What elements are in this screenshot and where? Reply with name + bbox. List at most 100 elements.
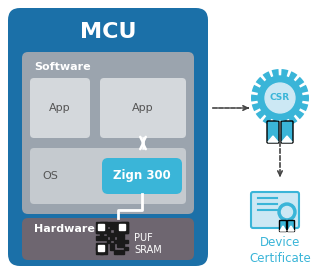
FancyBboxPatch shape	[22, 52, 194, 214]
FancyBboxPatch shape	[30, 78, 90, 138]
Bar	[120, 229, 124, 233]
Wedge shape	[299, 103, 308, 111]
Bar	[103, 222, 107, 226]
Wedge shape	[263, 115, 272, 125]
Polygon shape	[268, 136, 278, 142]
Wedge shape	[288, 115, 297, 125]
Bar	[117, 222, 127, 233]
Bar	[120, 226, 124, 229]
Bar	[119, 224, 125, 230]
Bar	[98, 246, 104, 251]
Bar	[120, 236, 124, 239]
Text: OS: OS	[42, 171, 58, 181]
Text: MCU: MCU	[80, 22, 136, 42]
Bar	[120, 233, 124, 236]
Text: Software: Software	[34, 62, 91, 72]
Wedge shape	[301, 95, 309, 102]
Bar	[100, 250, 103, 253]
Bar	[107, 229, 110, 233]
Bar	[110, 233, 114, 236]
Wedge shape	[288, 71, 297, 81]
Bar	[107, 222, 110, 226]
FancyBboxPatch shape	[280, 221, 286, 232]
Bar	[110, 243, 114, 247]
Bar	[114, 222, 117, 226]
FancyBboxPatch shape	[100, 78, 186, 138]
Polygon shape	[282, 136, 292, 142]
Bar	[117, 236, 120, 239]
Circle shape	[281, 207, 292, 218]
Bar	[114, 250, 117, 253]
FancyBboxPatch shape	[251, 192, 299, 228]
Bar	[120, 239, 124, 243]
Wedge shape	[294, 77, 304, 87]
Wedge shape	[299, 85, 308, 93]
Bar	[110, 247, 114, 250]
Bar	[114, 233, 117, 236]
Circle shape	[265, 83, 295, 113]
Bar	[98, 224, 104, 230]
Polygon shape	[280, 226, 286, 231]
Text: CSR: CSR	[270, 93, 290, 102]
Wedge shape	[252, 103, 261, 111]
Text: Zign 300: Zign 300	[113, 170, 171, 182]
Wedge shape	[272, 69, 279, 78]
FancyBboxPatch shape	[30, 148, 186, 204]
FancyBboxPatch shape	[287, 221, 294, 232]
Bar	[117, 250, 120, 253]
Bar	[103, 229, 107, 233]
Bar	[117, 226, 120, 229]
Wedge shape	[256, 77, 266, 87]
Wedge shape	[252, 85, 261, 93]
Wedge shape	[263, 71, 272, 81]
Bar	[96, 236, 100, 239]
Bar	[100, 236, 103, 239]
Circle shape	[258, 76, 302, 120]
FancyBboxPatch shape	[267, 121, 279, 143]
Bar	[96, 229, 100, 233]
Bar	[100, 222, 103, 226]
FancyBboxPatch shape	[102, 158, 182, 194]
Bar	[124, 229, 127, 233]
Circle shape	[278, 203, 296, 221]
Wedge shape	[251, 95, 259, 102]
Bar	[120, 222, 124, 226]
Bar	[114, 229, 117, 233]
Text: App: App	[132, 103, 154, 113]
Bar	[100, 233, 103, 236]
Bar	[100, 247, 103, 250]
Bar	[96, 222, 107, 233]
Bar	[120, 243, 124, 247]
Wedge shape	[256, 109, 266, 119]
FancyBboxPatch shape	[281, 121, 293, 143]
Bar	[107, 239, 110, 243]
Text: Hardware: Hardware	[34, 224, 95, 234]
Bar	[114, 239, 117, 243]
FancyBboxPatch shape	[22, 218, 194, 260]
Bar	[96, 247, 100, 250]
Polygon shape	[288, 226, 294, 231]
Wedge shape	[272, 118, 279, 127]
FancyBboxPatch shape	[8, 8, 208, 266]
Bar	[110, 236, 114, 239]
Bar	[103, 236, 107, 239]
Bar	[117, 233, 120, 236]
Bar	[124, 239, 127, 243]
Text: Device
Certificate: Device Certificate	[249, 236, 311, 265]
Wedge shape	[294, 109, 304, 119]
Bar	[96, 243, 107, 253]
Bar	[117, 239, 120, 243]
Wedge shape	[281, 69, 288, 78]
Bar	[117, 243, 120, 247]
Text: App: App	[49, 103, 71, 113]
Text: PUF
SRAM: PUF SRAM	[134, 233, 162, 255]
Bar	[124, 247, 127, 250]
Bar	[120, 250, 124, 253]
Bar	[110, 226, 114, 229]
Bar	[114, 226, 117, 229]
Wedge shape	[281, 118, 288, 127]
Bar	[124, 226, 127, 229]
Bar	[124, 222, 127, 226]
Bar	[107, 233, 110, 236]
Bar	[110, 222, 114, 226]
